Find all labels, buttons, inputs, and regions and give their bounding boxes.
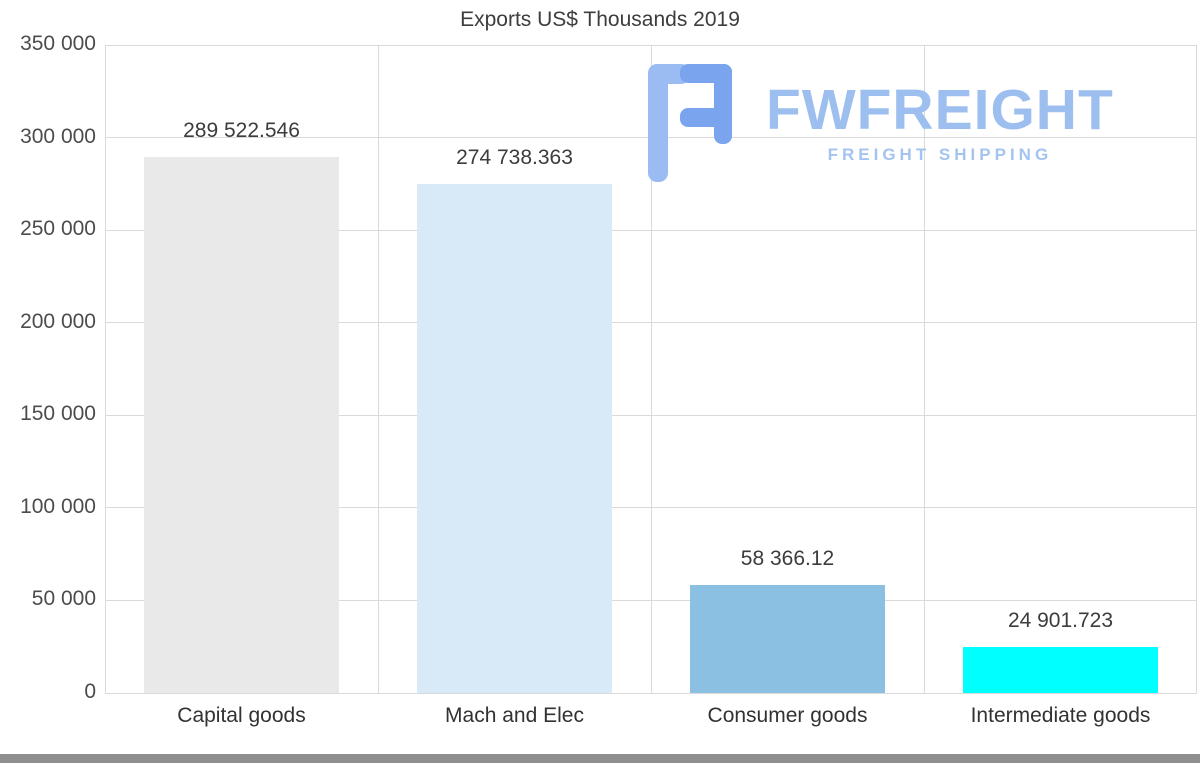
- bar-value-label-intermediate-goods: 24 901.723: [1007, 608, 1114, 632]
- v-gridline: [1195, 45, 1197, 693]
- x-axis-label-mach-and-elec: Mach and Elec: [445, 704, 584, 727]
- h-gridline: [105, 692, 1197, 694]
- bar-capital-goods: [144, 156, 339, 693]
- x-axis: Capital goods Mach and Elec Consumer goods…: [105, 704, 1197, 728]
- y-tick-label: 150 000: [20, 402, 96, 426]
- watermark-brand: FWFREIGHT: [766, 78, 1114, 143]
- v-gridline: [377, 45, 379, 693]
- y-tick-label: 300 000: [20, 124, 96, 148]
- x-axis-label-capital-goods: Capital goods: [177, 704, 306, 727]
- watermark-tagline: FREIGHT SHIPPING: [827, 144, 1053, 164]
- chart-title: Exports US$ Thousands 2019: [460, 8, 740, 31]
- y-axis: 0 50 000 100 000 150 000 200 000 250 000 300 0…: [0, 32, 98, 703]
- y-tick-label: 250 000: [20, 217, 96, 241]
- y-tick-label: 100 000: [20, 494, 96, 518]
- v-gridline: [650, 45, 652, 693]
- bar-value-label-consumer-goods: 58 366.12: [740, 546, 835, 570]
- v-gridline: [104, 45, 106, 693]
- watermark-text-block: FWFREIGHT FREIGHT SHIPPING: [766, 78, 1114, 165]
- bar-value-label-capital-goods: 289 522.546: [183, 118, 300, 142]
- bar-value-label-mach-and-elec: 274 738.363: [456, 146, 573, 170]
- bar-intermediate-goods: [963, 646, 1158, 693]
- bar-mach-and-elec: [417, 184, 612, 693]
- fwfreight-logo-icon: [648, 64, 742, 182]
- v-gridline: [923, 45, 925, 693]
- watermark-logo: FWFREIGHT FREIGHT SHIPPING: [648, 64, 1114, 182]
- x-axis-label-consumer-goods: Consumer goods: [707, 704, 868, 727]
- y-tick-label: 0: [84, 680, 96, 703]
- horizontal-scrollbar[interactable]: [0, 754, 1200, 763]
- y-tick-label: 50 000: [31, 587, 96, 611]
- x-axis-label-intermediate-goods: Intermediate goods: [970, 704, 1151, 727]
- y-tick-label: 350 000: [20, 32, 96, 55]
- bar-consumer-goods: [690, 584, 885, 693]
- plot-area: 289 522.546 274 738.363 58 366.12 24 901.72…: [104, 44, 1197, 694]
- y-tick-label: 200 000: [20, 309, 96, 333]
